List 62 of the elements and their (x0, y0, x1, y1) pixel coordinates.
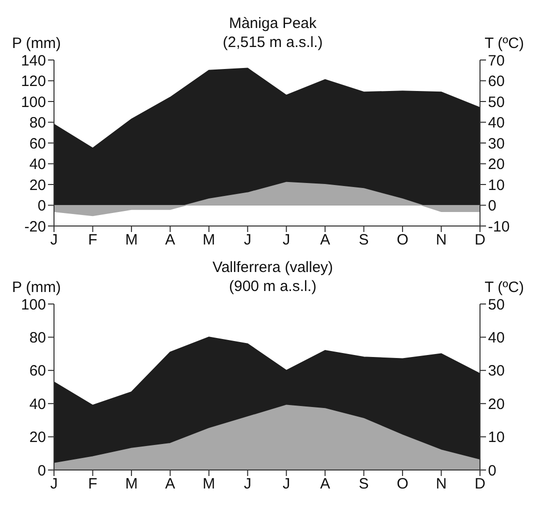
y2-tick-label: 10 (488, 429, 505, 446)
x-tick-label: J (50, 232, 58, 249)
x-tick-label: O (396, 232, 408, 249)
y2-tick-label: 30 (488, 362, 505, 380)
y2-tick-label: 20 (488, 156, 505, 174)
y2-tick-label: 50 (488, 94, 505, 111)
x-tick-label: F (88, 476, 98, 493)
y2-tick-label: -10 (488, 218, 510, 236)
x-tick-label: J (50, 476, 58, 493)
y-tick-label: 80 (29, 330, 46, 347)
y-tick-label: -20 (24, 218, 46, 236)
x-tick-label: A (165, 476, 176, 493)
x-tick-label: N (436, 232, 447, 249)
y2-tick-label: 20 (488, 396, 505, 413)
y2-axis-title: T (ºC) (484, 279, 524, 296)
y2-tick-label: 10 (488, 176, 505, 194)
y-tick-label: 40 (29, 156, 46, 174)
chart-subtitle: (900 m a.s.l.) (228, 277, 318, 296)
y2-axis-title: T (ºC) (484, 35, 524, 52)
y2-tick-label: 60 (488, 73, 505, 90)
x-tick-label: A (320, 232, 330, 249)
x-tick-label: A (165, 232, 176, 249)
x-tick-label: S (358, 232, 369, 249)
x-tick-label: A (320, 476, 330, 493)
x-tick-label: M (125, 476, 138, 493)
y2-tick-label: 50 (488, 296, 505, 314)
y2-tick-label: 0 (488, 462, 496, 480)
x-tick-label: M (125, 232, 138, 249)
y-tick-label: 60 (29, 362, 46, 380)
y-tick-label: 20 (29, 176, 46, 194)
x-tick-label: D (474, 476, 486, 493)
x-tick-label: J (244, 232, 252, 249)
y-tick-label: 60 (29, 135, 46, 152)
y-tick-label: 120 (20, 73, 46, 90)
x-tick-label: J (244, 476, 252, 493)
x-tick-label: M (202, 476, 216, 493)
y-tick-label: 0 (38, 462, 46, 480)
y-tick-label: 80 (29, 114, 46, 132)
y2-tick-label: 0 (488, 198, 496, 215)
y2-tick-label: 40 (488, 330, 505, 347)
y-tick-label: 0 (38, 198, 46, 215)
y2-tick-label: 40 (488, 114, 505, 132)
x-tick-label: J (282, 476, 290, 493)
y-axis-title: P (mm) (12, 279, 61, 296)
y-axis-title: P (mm) (12, 35, 61, 52)
y-tick-label: 100 (20, 94, 46, 111)
x-tick-label: J (282, 232, 290, 249)
y-tick-label: 40 (29, 396, 46, 413)
y2-tick-label: 70 (488, 52, 505, 70)
chart-title: Màniga Peak (228, 14, 318, 33)
x-tick-label: F (88, 232, 98, 249)
x-tick-label: D (474, 232, 486, 249)
y-tick-label: 140 (20, 52, 46, 70)
chart-title: Vallferrera (valley) (212, 258, 334, 277)
chart-subtitle: (2,515 m a.s.l.) (222, 33, 323, 52)
x-tick-label: M (202, 232, 216, 249)
x-tick-label: O (396, 476, 408, 493)
x-tick-label: N (436, 476, 447, 493)
y-tick-label: 20 (29, 429, 46, 446)
y-tick-label: 100 (20, 296, 46, 314)
y2-tick-label: 30 (488, 135, 505, 152)
x-tick-label: S (358, 476, 369, 493)
